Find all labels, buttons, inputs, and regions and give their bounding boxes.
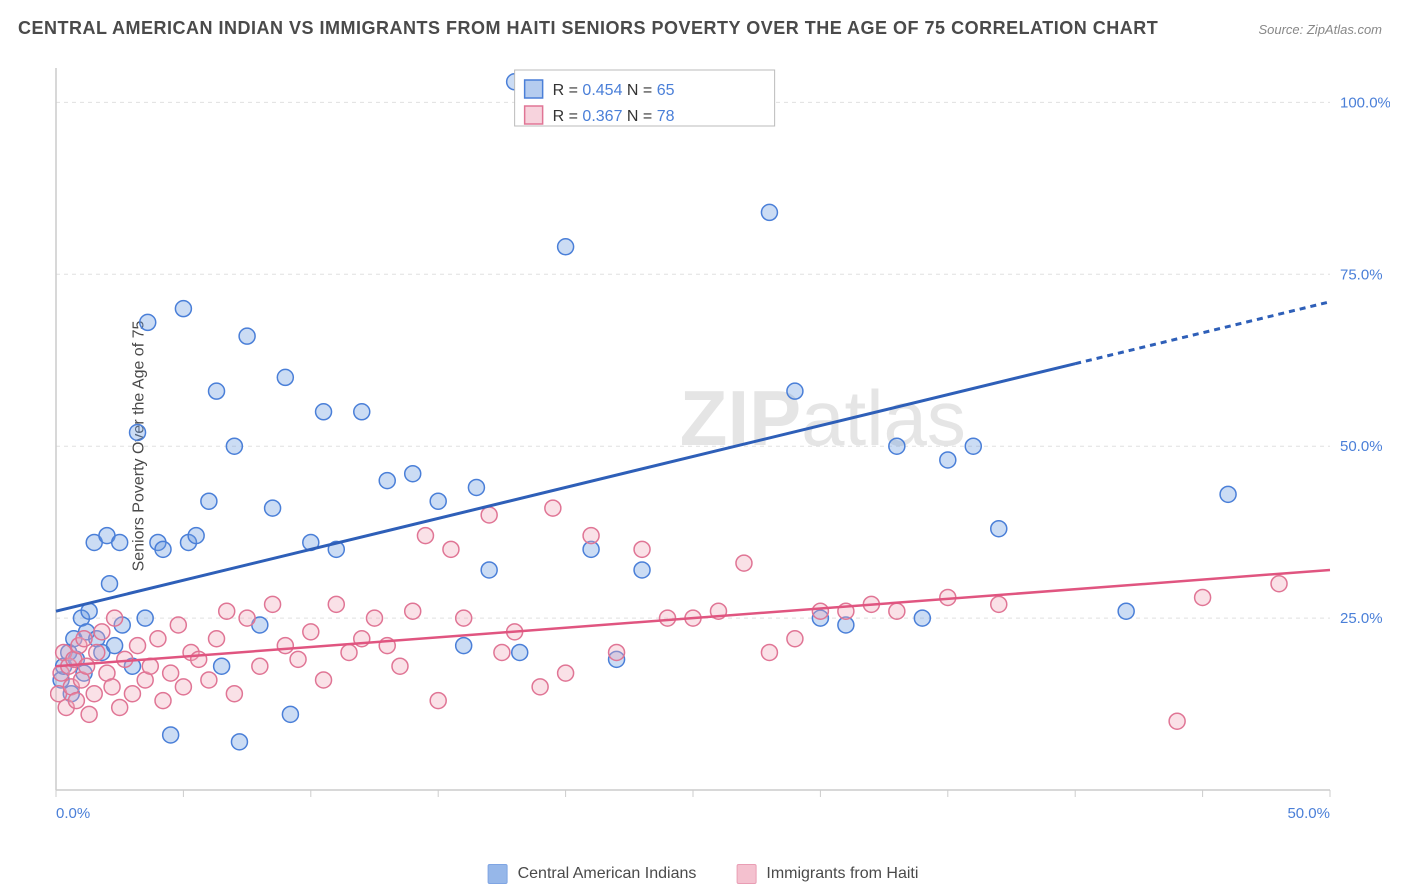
legend-swatch-2 [736,864,756,884]
svg-text:100.0%: 100.0% [1340,94,1390,111]
svg-text:50.0%: 50.0% [1340,438,1383,455]
legend-swatch-1 [488,864,508,884]
svg-text:R = 0.454 N = 65: R = 0.454 N = 65 [553,82,675,99]
svg-text:25.0%: 25.0% [1340,610,1383,627]
svg-text:50.0%: 50.0% [1287,805,1330,822]
svg-text:0.0%: 0.0% [56,805,90,822]
legend-item-series-2: Immigrants from Haiti [736,864,918,884]
chart-title: CENTRAL AMERICAN INDIAN VS IMMIGRANTS FR… [18,18,1158,39]
scatter-plot: ZIPatlas25.0%50.0%75.0%100.0%0.0%50.0%R … [50,60,1390,830]
x-axis-legend: Central American Indians Immigrants from… [488,864,919,884]
legend-label-1: Central American Indians [518,865,697,883]
svg-text:R = 0.367 N = 78: R = 0.367 N = 78 [553,108,675,125]
legend-label-2: Immigrants from Haiti [766,865,918,883]
source-attribution: Source: ZipAtlas.com [1258,22,1382,37]
svg-text:75.0%: 75.0% [1340,266,1383,283]
legend-item-series-1: Central American Indians [488,864,697,884]
